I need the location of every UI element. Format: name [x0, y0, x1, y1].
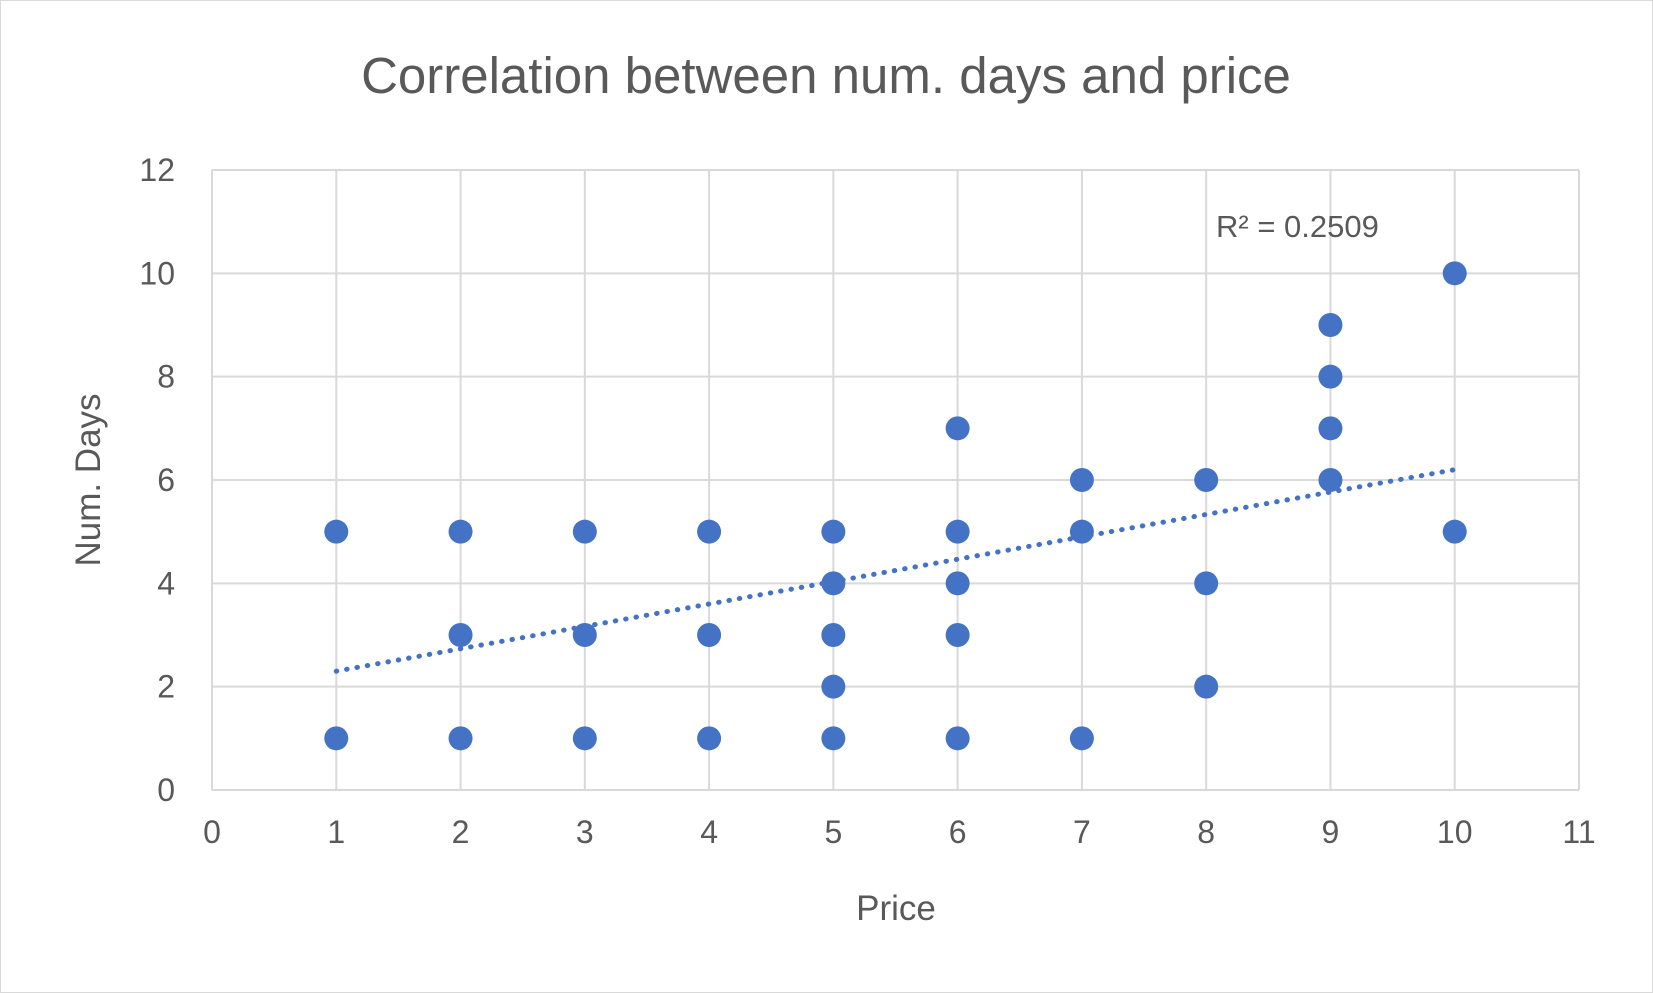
y-tick-label: 6	[157, 462, 175, 498]
data-point	[697, 519, 722, 544]
data-point	[448, 519, 473, 544]
data-point	[572, 519, 597, 544]
x-tick-label: 5	[824, 814, 842, 850]
trendline-path	[333, 467, 1458, 674]
x-tick-label: 2	[452, 814, 470, 850]
data-point	[945, 726, 970, 751]
y-tick-label: 2	[157, 669, 175, 705]
x-tick-label: 0	[203, 814, 221, 850]
data-point	[1318, 364, 1343, 389]
y-tick-label: 12	[139, 152, 175, 188]
data-point	[1194, 468, 1219, 492]
data-point	[1194, 674, 1219, 699]
data-point	[821, 519, 846, 544]
x-tick-label: 3	[576, 814, 594, 850]
data-point	[448, 623, 473, 647]
data-point	[1194, 571, 1219, 596]
data-point	[821, 623, 846, 647]
y-tick-label: 0	[157, 772, 175, 808]
data-point	[448, 726, 473, 751]
data-point	[821, 571, 846, 596]
data-point	[324, 726, 349, 751]
data-point	[945, 519, 970, 544]
data-point	[821, 674, 846, 699]
data-point	[1069, 726, 1094, 751]
r-squared-label: R² = 0.2509	[1216, 209, 1379, 244]
data-points	[324, 261, 1467, 751]
data-point	[945, 571, 970, 596]
chart-title: Correlation between num. days and price	[361, 47, 1291, 104]
data-point	[1069, 468, 1094, 492]
data-point	[324, 519, 349, 544]
x-tick-label: 7	[1073, 814, 1091, 850]
data-point	[1442, 519, 1467, 544]
x-tick-label: 10	[1437, 814, 1473, 850]
data-point	[697, 623, 722, 647]
x-tick-label: 6	[949, 814, 967, 850]
data-point	[1069, 519, 1094, 544]
y-tick-label: 4	[157, 565, 175, 601]
data-point	[1318, 416, 1343, 441]
data-point	[1442, 261, 1467, 286]
data-point	[572, 623, 597, 647]
trendline	[333, 467, 1458, 674]
x-tick-label: 8	[1197, 814, 1215, 850]
data-point	[1318, 468, 1343, 492]
y-tick-label: 8	[157, 359, 175, 395]
data-point	[821, 726, 846, 751]
gridlines	[211, 169, 1580, 791]
y-axis-label: Num. Days	[69, 393, 108, 566]
x-tick-label: 1	[327, 814, 345, 850]
x-tick-label: 11	[1562, 814, 1595, 850]
data-point	[945, 416, 970, 441]
x-tick-label: 9	[1322, 814, 1340, 850]
y-tick-label: 10	[139, 255, 175, 291]
x-tick-label: 4	[700, 814, 718, 850]
data-point	[572, 726, 597, 751]
data-point	[697, 726, 722, 751]
x-axis-label: Price	[856, 889, 936, 928]
data-point	[1318, 313, 1343, 337]
data-point	[945, 623, 970, 647]
